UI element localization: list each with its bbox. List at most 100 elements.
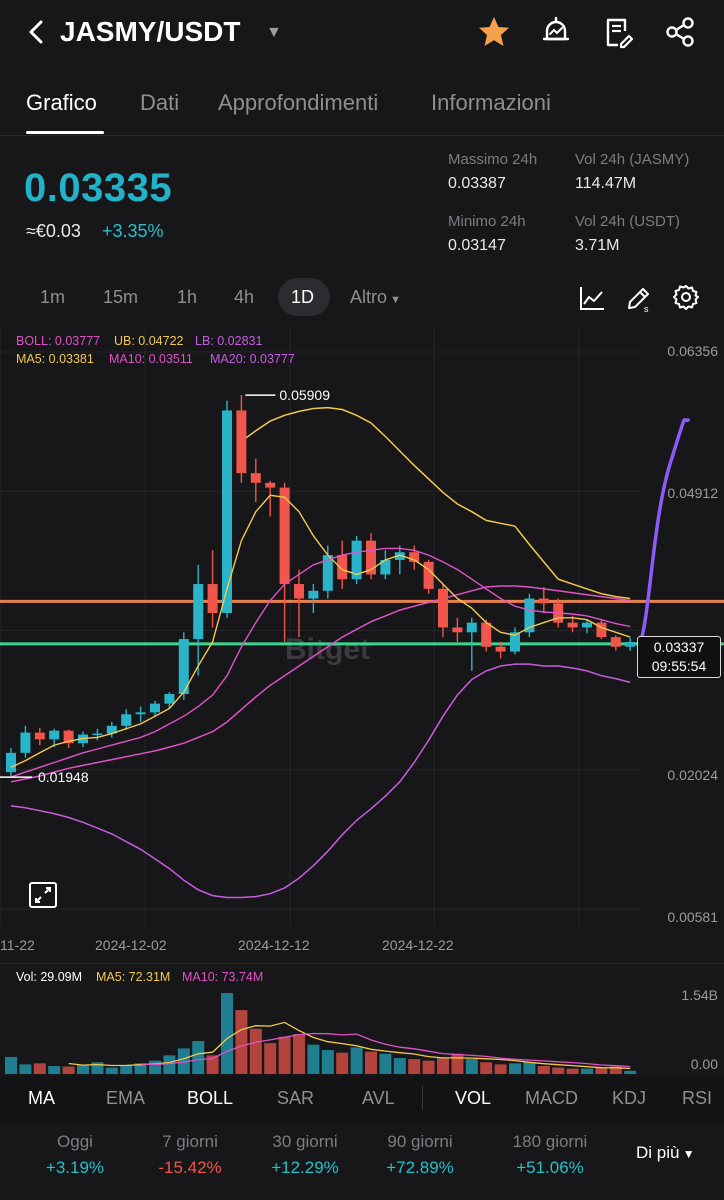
last-price: 0.03335 <box>24 166 173 210</box>
price-alert-icon[interactable] <box>538 14 574 50</box>
indicator-tab-avl[interactable]: AVL <box>362 1088 395 1108</box>
boll-upper-band <box>240 406 516 527</box>
star-icon[interactable] <box>476 14 512 50</box>
fiat-price: ≈€0.03 <box>26 221 81 241</box>
notes-icon[interactable] <box>600 14 636 50</box>
indicator-tab-rsi[interactable]: RSI <box>682 1088 713 1108</box>
low-marker-label: 0.01948 <box>38 769 89 785</box>
volume-ma5-line <box>68 1021 631 1070</box>
tabs-divider <box>0 135 724 136</box>
candle-countdown: 09:55:54 <box>651 658 707 674</box>
timeframe-15m[interactable]: 15m <box>103 287 139 307</box>
volume-bar <box>149 1060 161 1074</box>
indicator-tab-macd[interactable]: MACD <box>525 1088 578 1108</box>
candle-body <box>466 622 477 633</box>
x-tick-label: 2024-12-22 <box>382 937 454 953</box>
pair-dropdown-caret-icon[interactable]: ▼ <box>266 24 282 41</box>
candle-body <box>351 540 362 580</box>
candle-body <box>582 622 592 628</box>
ma20-legend: MA20: 0.03777 <box>210 352 295 366</box>
tab-approfondimenti[interactable]: Approfondimenti <box>218 90 379 115</box>
boll-ub-legend: UB: 0.04722 <box>114 334 184 348</box>
candle-body <box>207 584 218 613</box>
bitget-watermark: Bitget <box>285 633 370 666</box>
candle-body <box>481 622 492 647</box>
perf-label: 90 giorni <box>387 1132 453 1151</box>
volume-chart <box>5 993 637 1074</box>
timeframe-4h[interactable]: 4h <box>234 287 255 307</box>
perf-label: Oggi <box>57 1132 93 1151</box>
indicator-tab-sar[interactable]: SAR <box>277 1088 315 1108</box>
svg-text:s: s <box>644 304 649 313</box>
y-tick-label: 0.04912 <box>667 485 718 501</box>
perf-value: -15.42% <box>158 1158 222 1177</box>
perf-value: +72.89% <box>386 1158 454 1177</box>
volume-bar <box>307 1044 320 1074</box>
line-chart-icon[interactable] <box>578 284 606 312</box>
candle-body <box>452 627 463 633</box>
fullscreen-icon[interactable] <box>28 881 58 909</box>
volume-bar <box>293 1034 305 1074</box>
volume-bar <box>192 1040 205 1074</box>
more-button[interactable]: Di più ▼ <box>636 1143 695 1162</box>
indicator-tab-boll[interactable]: BOLL <box>187 1088 234 1108</box>
candle-body <box>625 641 636 647</box>
projection-stroke <box>637 418 690 648</box>
volume-bar <box>408 1059 421 1074</box>
timeframe-1h[interactable]: 1h <box>177 287 198 307</box>
volume-bar <box>581 1068 593 1074</box>
tab-grafico[interactable]: Grafico <box>26 90 97 115</box>
candle-body <box>265 482 276 488</box>
volume-bar <box>33 1063 46 1074</box>
candle-body <box>178 639 189 695</box>
vol-base-value: 114.47M <box>575 175 637 192</box>
volume-bar <box>105 1067 118 1074</box>
timeframe-1m[interactable]: 1m <box>40 287 66 307</box>
indicator-tab-ma[interactable]: MA <box>28 1088 55 1108</box>
candle-body <box>610 637 621 647</box>
y-tick-label: 0.00581 <box>667 909 718 925</box>
candle-body <box>250 473 261 483</box>
indicator-tab-vol[interactable]: VOL <box>455 1088 492 1108</box>
drawing-tools-icon[interactable]: s <box>624 283 654 313</box>
volume-bar <box>77 1064 89 1074</box>
volume-bar <box>120 1065 133 1074</box>
perf-value: +51.06% <box>516 1158 584 1177</box>
candle-body <box>236 410 247 474</box>
volume-bar <box>552 1067 565 1074</box>
candle-body <box>308 590 319 599</box>
candle-body <box>222 410 232 613</box>
volume-bar <box>163 1055 176 1074</box>
tab-informazioni[interactable]: Informazioni <box>431 90 551 115</box>
indicator-tab-ema[interactable]: EMA <box>106 1088 146 1108</box>
boll-lower-band <box>10 663 631 899</box>
candle-body <box>380 559 391 575</box>
settings-gear-icon[interactable] <box>672 283 700 311</box>
candle-body <box>164 694 175 704</box>
indicator-tab-bar <box>0 1076 724 1122</box>
candle-body <box>510 632 520 652</box>
vol-ma10-legend: MA10: 73.74M <box>182 970 264 984</box>
vol-ma5-legend: MA5: 72.31M <box>96 970 171 984</box>
candle-body <box>150 703 160 713</box>
candlestick-chart[interactable]: Bitget 0.05909 0.01948 <box>0 326 724 926</box>
candle-body <box>409 552 420 562</box>
pair-title[interactable]: JASMY/USDT <box>60 16 241 47</box>
vol-legend: Vol: 29.09M <box>16 970 83 984</box>
candle-body <box>438 588 448 628</box>
ma5-line <box>10 494 631 768</box>
candle-body <box>135 712 146 715</box>
timeframe-1d[interactable]: 1D <box>291 287 315 307</box>
indicator-tab-kdj[interactable]: KDJ <box>612 1088 647 1108</box>
share-icon[interactable] <box>662 14 698 50</box>
back-arrow-icon[interactable] <box>22 14 52 50</box>
volume-ma10-line <box>140 1032 631 1068</box>
candle-body <box>193 584 204 640</box>
vol-base-label: Vol 24h (JASMY) <box>575 151 690 168</box>
candle-body <box>596 622 607 638</box>
timeframe-altro[interactable]: Altro ▼ <box>350 287 401 307</box>
candle-body <box>322 555 333 591</box>
perf-value: +3.19% <box>45 1158 105 1177</box>
volume-bar <box>221 993 233 1074</box>
tab-dati[interactable]: Dati <box>140 90 180 115</box>
